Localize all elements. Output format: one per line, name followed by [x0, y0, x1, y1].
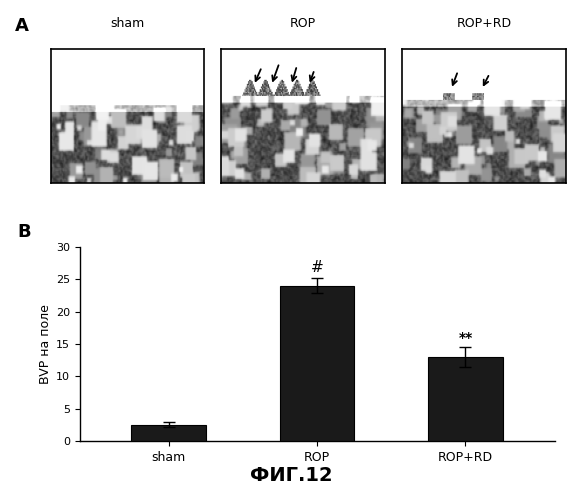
Text: B: B — [17, 223, 31, 241]
Text: ROP+RD: ROP+RD — [456, 16, 511, 30]
Text: A: A — [15, 16, 29, 34]
Text: ROP: ROP — [290, 16, 316, 30]
Text: ФИГ.12: ФИГ.12 — [250, 466, 333, 485]
Text: sham: sham — [110, 16, 145, 30]
